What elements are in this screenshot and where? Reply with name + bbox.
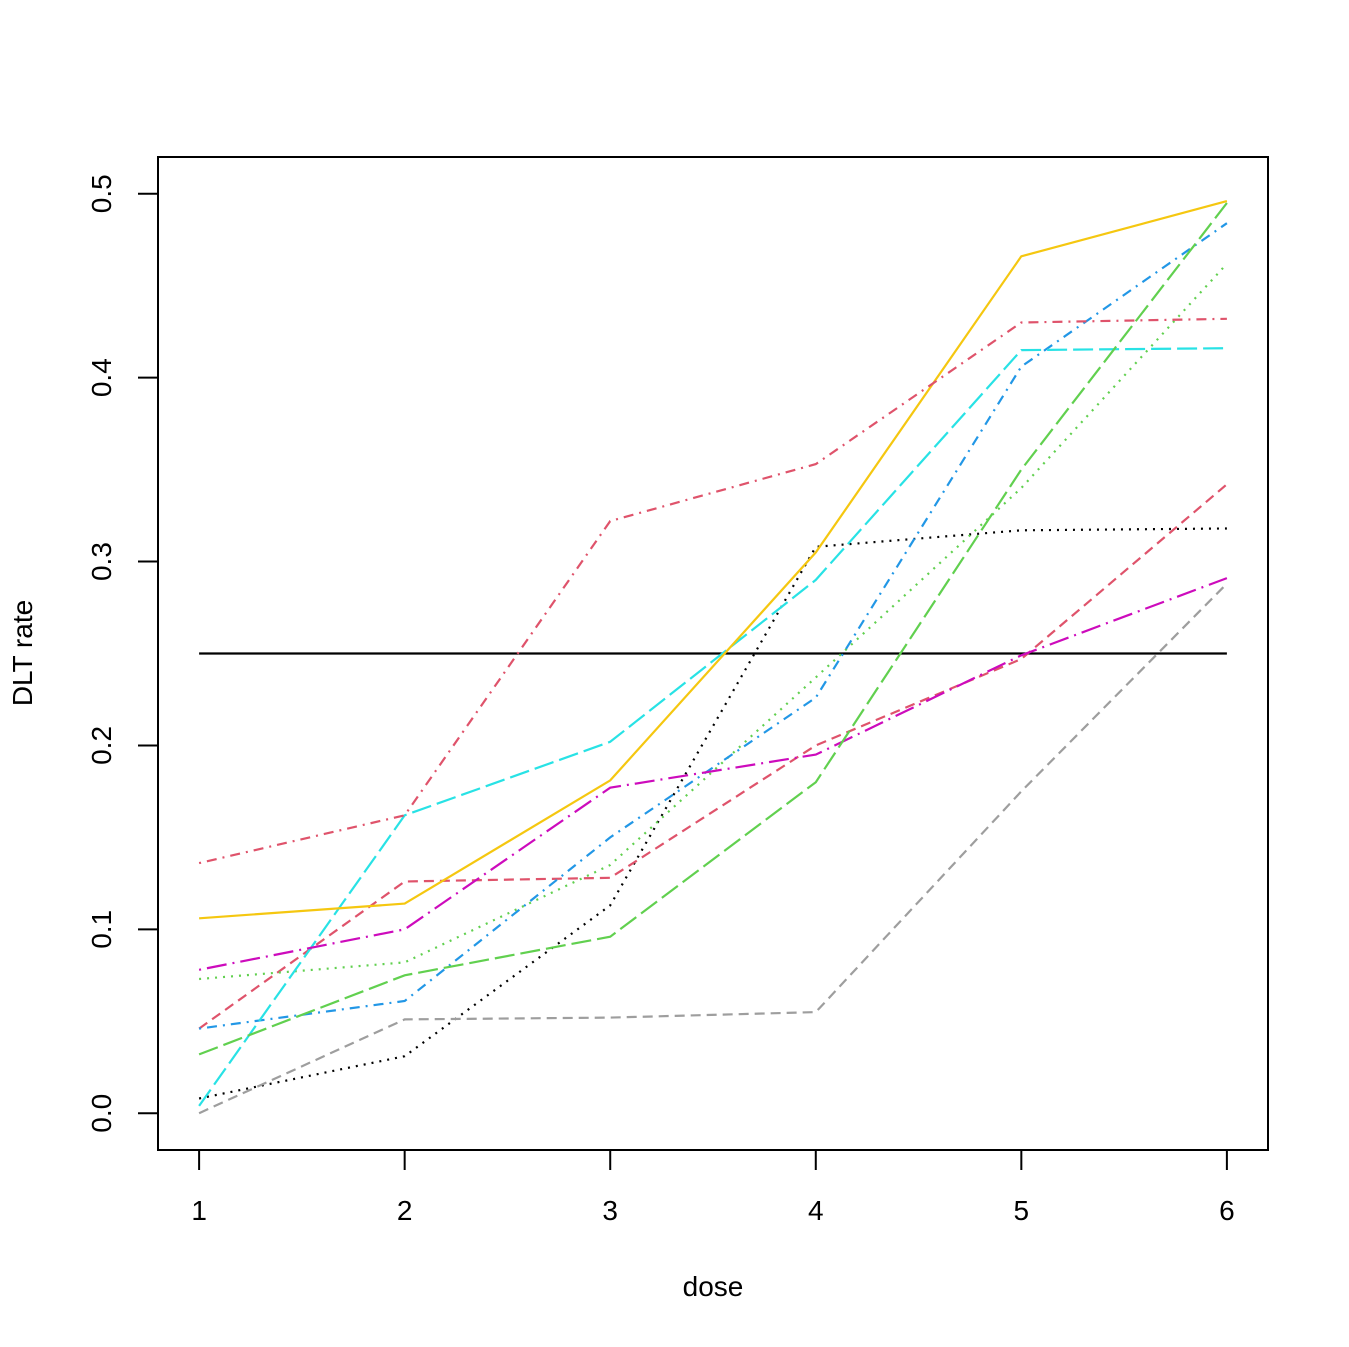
- series-line-2: [198, 483, 1228, 1030]
- series-layer: [198, 200, 1228, 1115]
- series-line-6: [198, 577, 1228, 971]
- y-tick-label: 0.5: [86, 174, 117, 213]
- axes-layer: 1 2 3 4 5 6 0.0 0.1 0.2 0.3 0.4 0.5: [86, 156, 1269, 1226]
- x-tick-label: 5: [1014, 1195, 1030, 1226]
- x-tick-label: 2: [397, 1195, 413, 1226]
- x-tick-label: 1: [191, 1195, 207, 1226]
- x-tick-label: 4: [808, 1195, 824, 1226]
- series-line-3: [199, 262, 1228, 981]
- y-tick-label: 0.2: [86, 726, 117, 765]
- series-line-7: [199, 200, 1228, 920]
- y-tick-label: 0.4: [86, 358, 117, 397]
- y-tick-label: 0.0: [86, 1094, 117, 1133]
- series-line-5: [198, 347, 1227, 1107]
- series-line-10: [198, 202, 1228, 1056]
- y-tick-label: 0.3: [86, 542, 117, 581]
- x-tick-label: 3: [602, 1195, 618, 1226]
- y-axis-title: DLT rate: [7, 600, 38, 706]
- series-line-9: [198, 317, 1227, 865]
- y-tick-label: 0.1: [86, 910, 117, 949]
- x-tick-label: 6: [1219, 1195, 1235, 1226]
- x-axis-title: dose: [683, 1271, 744, 1302]
- series-line-8: [198, 582, 1228, 1115]
